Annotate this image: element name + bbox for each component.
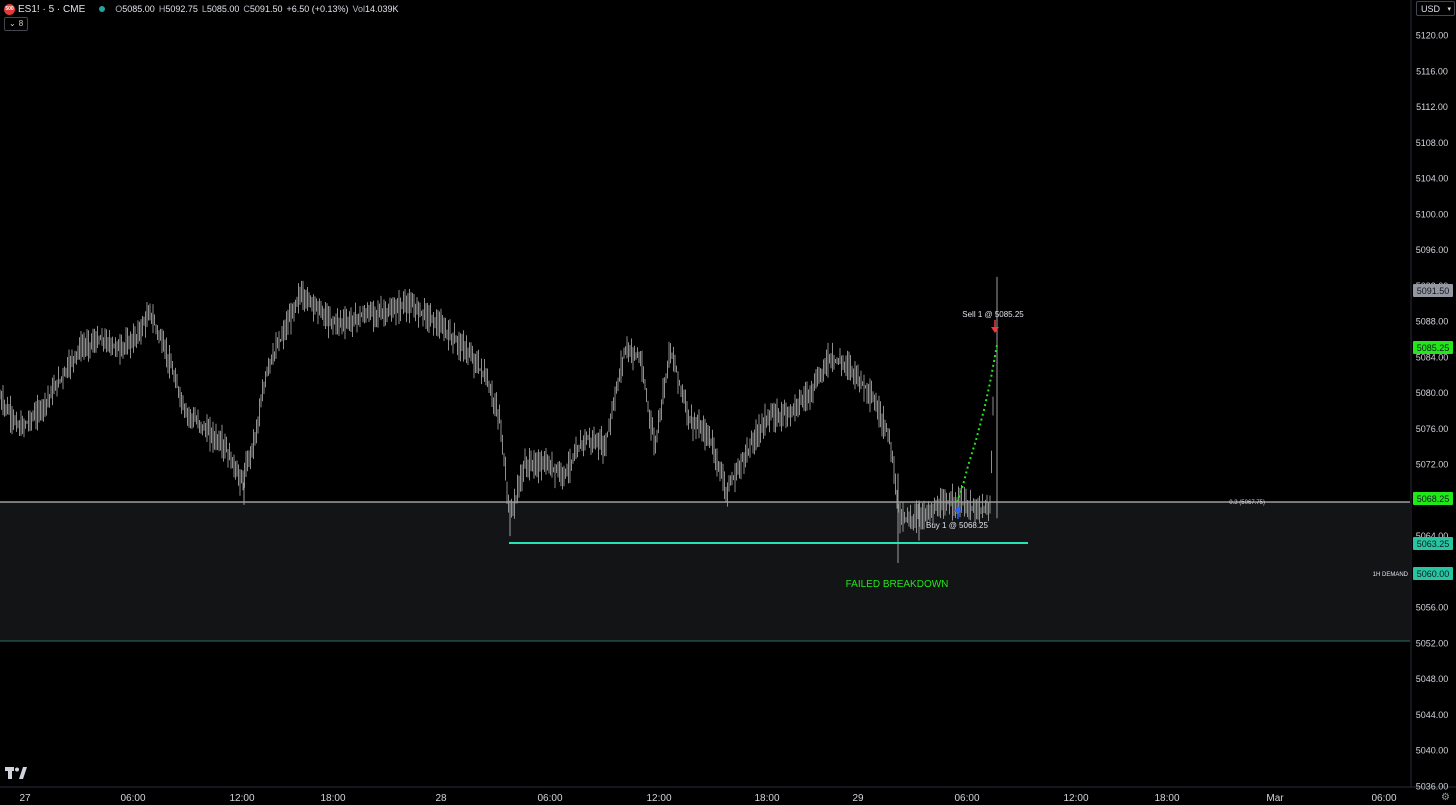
currency-select[interactable]: USD ▾ xyxy=(1416,1,1455,16)
fib-price-label: 5068.25 xyxy=(1413,492,1453,505)
price-tick-label: 5100.00 xyxy=(1416,209,1449,219)
price-tick-label: 5036.00 xyxy=(1416,781,1449,791)
buy-arrow-icon xyxy=(954,506,962,519)
time-tick-label: 06:00 xyxy=(1371,793,1396,804)
price-tick-label: 5040.00 xyxy=(1416,746,1449,756)
price-tick-label: 5108.00 xyxy=(1416,138,1449,148)
time-tick-label: 06:00 xyxy=(537,793,562,804)
time-tick-label: 18:00 xyxy=(1154,793,1179,804)
time-tick-label: Mar xyxy=(1266,793,1284,804)
close-value: 5091.50 xyxy=(249,4,283,14)
high-value: 5092.75 xyxy=(165,4,198,14)
time-axis[interactable]: 27 06:00 12:00 18:00 28 06:00 12:00 18:00 29 06:0… xyxy=(19,793,1397,804)
indicators-collapse-button[interactable]: ⌄ 8 xyxy=(4,17,29,31)
price-tick-label: 5052.00 xyxy=(1416,638,1449,648)
low-value: 5085.00 xyxy=(206,4,240,14)
buy-annotation: Buy 1 @ 5068.25 xyxy=(926,521,988,530)
time-tick-label: 27 xyxy=(19,793,31,804)
fib-price-text: 5068.25 xyxy=(1417,494,1450,504)
price-tick-label: 5096.00 xyxy=(1416,245,1449,255)
price-tick-label: 5088.00 xyxy=(1416,317,1449,327)
demand-zone-label: 1H DEMAND xyxy=(1373,572,1409,578)
price-tick-label: 5112.00 xyxy=(1416,102,1448,112)
trade-path-line xyxy=(956,344,998,503)
time-tick-label: 06:00 xyxy=(954,793,979,804)
price-tick-label: 5116.00 xyxy=(1416,66,1448,76)
indicator-count: 8 xyxy=(18,19,24,28)
low-key: L xyxy=(201,4,207,14)
price-tick-label: 5104.00 xyxy=(1416,174,1449,184)
tradingview-logo-icon[interactable] xyxy=(5,766,27,784)
time-tick-label: 18:00 xyxy=(754,793,779,804)
chevron-down-icon: ⌄ xyxy=(9,19,16,28)
last-price-text: 5091.50 xyxy=(1417,286,1450,296)
open-value: 5085.00 xyxy=(122,4,155,14)
price-tick-label: 5120.00 xyxy=(1416,31,1449,41)
price-tick-label: 5048.00 xyxy=(1416,674,1449,684)
caret-down-icon: ▾ xyxy=(1447,6,1451,13)
time-tick-label: 12:00 xyxy=(1063,793,1088,804)
symbol-logo-icon[interactable]: 500 xyxy=(4,3,15,15)
demand-zone xyxy=(0,502,1410,641)
demand-price-text: 5060.00 xyxy=(1417,569,1450,579)
price-tick-label: 5056.00 xyxy=(1416,603,1449,613)
time-tick-label: 28 xyxy=(435,793,447,804)
volume-value: 14.039K xyxy=(365,4,399,14)
close-key: C xyxy=(243,4,250,14)
change-value: +6.50 (+0.13%) xyxy=(286,4,349,14)
sell-annotation: Sell 1 @ 5085.25 xyxy=(962,310,1024,319)
sell-arrow-icon xyxy=(991,320,999,333)
sell-price-label: 5085.25 xyxy=(1413,341,1453,354)
demand-price-label: 5060.00 xyxy=(1413,567,1453,580)
support-price-label: 5063.25 xyxy=(1413,537,1453,550)
price-tick-label: 5072.00 xyxy=(1416,460,1449,470)
time-tick-label: 12:00 xyxy=(229,793,254,804)
market-status-icon xyxy=(99,6,106,12)
price-axis[interactable]: 5120.00 5116.00 5112.00 5108.00 5104.00 5100.… xyxy=(1416,31,1449,792)
gear-icon[interactable]: ⚙ xyxy=(1441,792,1450,803)
open-key: O xyxy=(115,4,123,14)
time-tick-label: 12:00 xyxy=(646,793,671,804)
price-tick-label: 5084.00 xyxy=(1416,352,1449,362)
fib-level-label: 0.3 (5067.75) xyxy=(1229,500,1265,506)
time-tick-label: 06:00 xyxy=(120,793,145,804)
last-price-label: 5091.50 xyxy=(1413,284,1453,297)
time-tick-label: 18:00 xyxy=(320,793,345,804)
price-tick-label: 5044.00 xyxy=(1416,710,1449,720)
sell-price-text: 5085.25 xyxy=(1417,343,1450,353)
high-key: H xyxy=(158,4,166,14)
volume-key: Vol xyxy=(352,4,366,14)
price-tick-label: 5064.00 xyxy=(1416,531,1449,541)
symbol-header: 500 ES1! · 5 · CME O5085.00 H5092.75 L50… xyxy=(4,2,399,16)
price-tick-label: 5076.00 xyxy=(1416,424,1449,434)
symbol-title[interactable]: ES1! · 5 · CME xyxy=(18,3,86,15)
price-tick-label: 5080.00 xyxy=(1416,388,1449,398)
failed-breakdown-label: FAILED BREAKDOWN xyxy=(846,579,949,590)
currency-label: USD xyxy=(1421,4,1441,14)
ohlc-readout: O5085.00 H5092.75 L5085.00 C5091.50 +6.5… xyxy=(115,4,398,14)
time-tick-label: 29 xyxy=(852,793,864,804)
support-price-text: 5063.25 xyxy=(1417,539,1450,549)
candles xyxy=(0,276,998,563)
